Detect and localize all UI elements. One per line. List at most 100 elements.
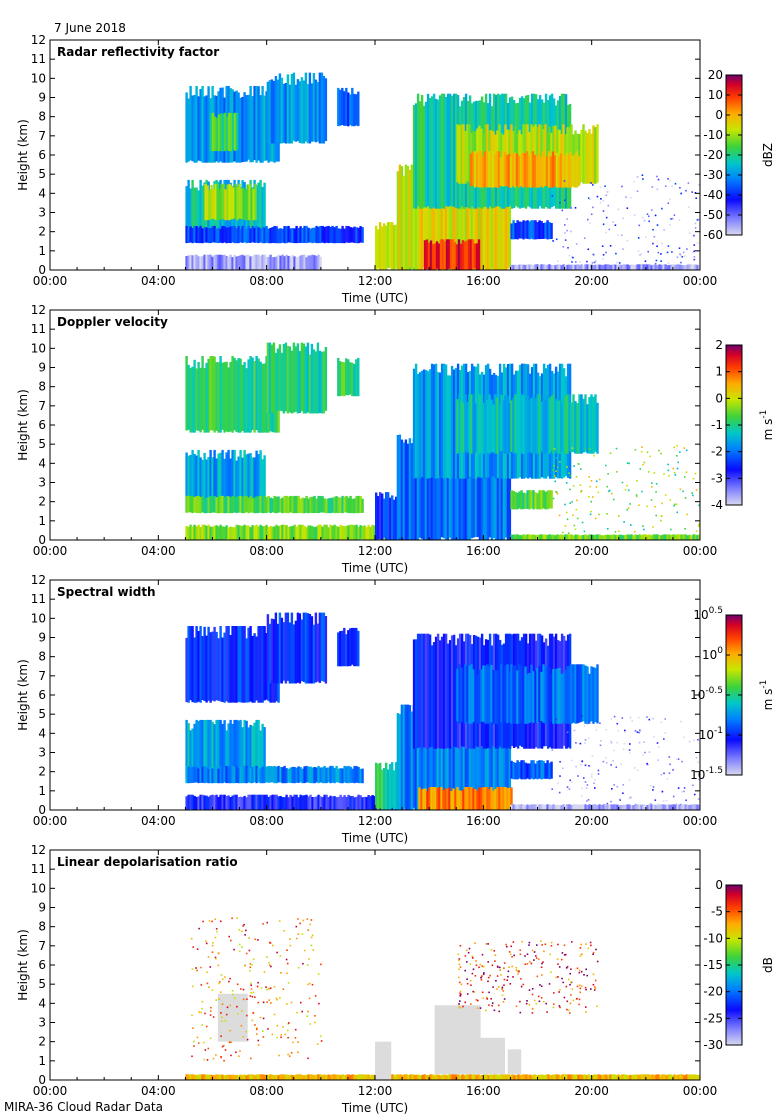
echo-column (293, 524, 296, 540)
echo-column (482, 787, 485, 810)
echo-column (303, 766, 306, 784)
echo-speckle (627, 507, 630, 509)
echo-column (476, 164, 480, 270)
y-tick-label: 8 (38, 110, 46, 124)
echo-column (221, 723, 224, 782)
echo-column (195, 719, 198, 781)
echo-column (632, 805, 635, 810)
echo-column (418, 633, 422, 748)
echo-column (447, 239, 451, 269)
echo-speckle (691, 492, 693, 494)
echo-column (257, 794, 260, 810)
echo-speckle (553, 465, 556, 467)
echo-column (618, 534, 621, 540)
echo-speckle (308, 958, 310, 960)
echo-column (440, 167, 444, 270)
echo-speckle (271, 944, 274, 947)
echo-column (611, 1074, 614, 1080)
echo-speckle (608, 228, 611, 231)
echo-column (199, 767, 202, 783)
echo-column (504, 665, 507, 722)
echo-column (424, 446, 428, 540)
y-tick-label: 3 (38, 746, 46, 760)
echo-column (434, 787, 437, 810)
echo-speckle (656, 188, 659, 191)
echo-column (398, 714, 402, 810)
echo-column (249, 527, 252, 540)
echo-column (458, 125, 461, 184)
echo-speckle (667, 463, 669, 466)
echo-column (492, 704, 496, 810)
echo-column (482, 446, 486, 540)
echo-column (607, 1074, 610, 1080)
echo-speckle (616, 785, 619, 788)
echo-column (347, 794, 350, 810)
echo-column (315, 255, 318, 270)
echo-column (189, 454, 192, 511)
echo-column (277, 228, 280, 244)
echo-speckle (501, 994, 504, 997)
echo-column (331, 525, 334, 540)
echo-column (261, 626, 264, 703)
echo-column (277, 526, 280, 540)
echo-speckle (222, 1044, 225, 1047)
echo-speckle (696, 242, 699, 244)
echo-speckle (262, 923, 264, 925)
echo-speckle (568, 1009, 570, 1012)
echo-region (185, 1074, 700, 1080)
echo-column (233, 794, 236, 810)
echo-column (289, 495, 292, 513)
echo-column (470, 164, 474, 270)
echo-column (313, 527, 316, 540)
echo-speckle (676, 256, 679, 259)
echo-column (426, 93, 430, 206)
echo-column (522, 804, 525, 810)
echo-region (337, 87, 360, 127)
echo-speckle (206, 971, 208, 974)
echo-speckle (275, 997, 278, 1000)
echo-speckle (535, 957, 538, 959)
echo-column (583, 1074, 586, 1080)
echo-column (508, 434, 512, 540)
echo-column (544, 804, 547, 810)
echo-speckle (459, 995, 462, 997)
echo-speckle (503, 998, 506, 1000)
echo-column (209, 254, 212, 270)
y-tick-label: 6 (38, 688, 46, 702)
echo-speckle (583, 237, 586, 239)
echo-speckle (591, 755, 594, 757)
echo-column (197, 1074, 200, 1080)
echo-speckle (565, 985, 568, 988)
echo-column (286, 74, 290, 144)
echo-column (187, 98, 190, 162)
echo-column (434, 715, 438, 810)
x-tick-label: 08:00 (249, 544, 284, 558)
echo-column (691, 1074, 694, 1080)
echo-speckle (602, 223, 605, 226)
echo-column (289, 1074, 292, 1080)
echo-column (506, 712, 510, 810)
echo-column (275, 794, 278, 810)
echo-speckle (669, 763, 671, 766)
echo-column (199, 367, 202, 433)
echo-speckle (640, 450, 643, 453)
echo-column (197, 449, 200, 509)
echo-column (225, 495, 228, 514)
echo-region (204, 183, 257, 221)
echo-column (478, 394, 481, 454)
echo-column (550, 673, 553, 722)
echo-speckle (472, 990, 474, 993)
echo-column (552, 394, 555, 454)
echo-column (306, 613, 310, 684)
echo-speckle (488, 1004, 490, 1006)
echo-column (484, 787, 487, 810)
echo-column (241, 96, 244, 162)
y-tick-label: 12 (31, 33, 46, 47)
echo-speckle (554, 480, 556, 483)
echo-column (371, 1074, 374, 1080)
echo-column (582, 265, 585, 270)
echo-column (627, 1075, 630, 1080)
echo-column (412, 704, 416, 808)
echo-column (221, 495, 224, 514)
echo-column (337, 357, 340, 397)
